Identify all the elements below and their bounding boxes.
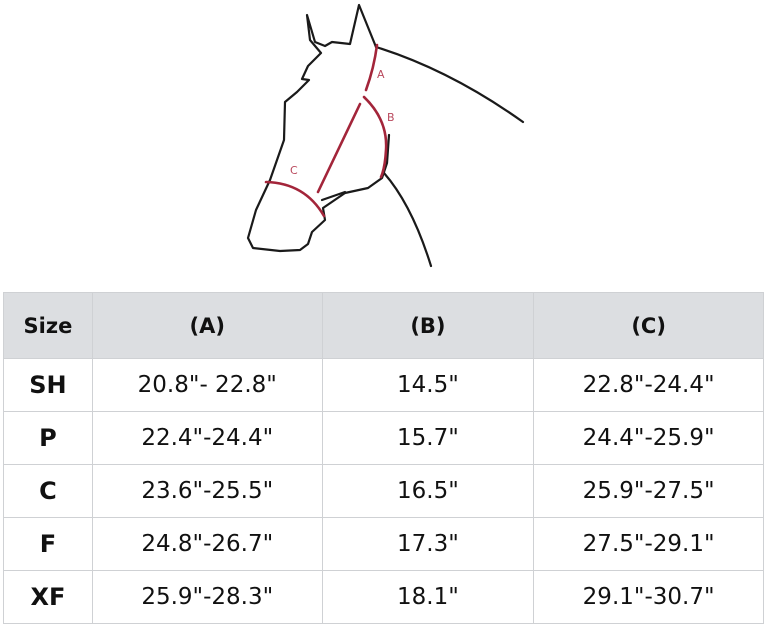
b-cell: 16.5": [321, 464, 535, 518]
header-c: (C): [533, 292, 764, 359]
size-cell: F: [3, 517, 93, 571]
size-cell: XF: [3, 570, 93, 624]
c-cell: 22.8"-24.4": [533, 358, 764, 412]
table-row: P 22.4"-24.4" 15.7" 24.4"-25.9": [3, 411, 764, 465]
size-cell: SH: [3, 358, 93, 412]
c-cell: 25.9"-27.5": [533, 464, 764, 518]
measurement-lines: [264, 43, 388, 218]
b-cell: 14.5": [321, 358, 535, 412]
measure-a-line: [364, 43, 379, 92]
header-b: (B): [321, 292, 535, 359]
size-cell: C: [3, 464, 93, 518]
a-cell: 20.8"- 22.8": [91, 358, 323, 412]
measure-c-line: [264, 180, 326, 218]
table-row: XF 25.9"-28.3" 18.1" 29.1"-30.7": [3, 570, 764, 624]
table-row: SH 20.8"- 22.8" 14.5" 22.8"-24.4": [3, 358, 764, 412]
label-a: A: [377, 68, 385, 81]
horse-outline: [246, 3, 525, 268]
b-cell: 17.3": [321, 517, 535, 571]
b-cell: 15.7": [321, 411, 535, 465]
c-cell: 29.1"-30.7": [533, 570, 764, 624]
table-row: F 24.8"-26.7" 17.3" 27.5"-29.1": [3, 517, 764, 571]
label-b: B: [387, 111, 395, 124]
a-cell: 22.4"-24.4": [91, 411, 323, 465]
head-outline: [246, 3, 391, 253]
a-cell: 25.9"-28.3": [91, 570, 323, 624]
header-row: Size (A) (B) (C): [3, 292, 764, 359]
mouth-line: [320, 190, 347, 202]
b-cell: 18.1": [321, 570, 535, 624]
size-chart-table: Size (A) (B) (C) SH 20.8"- 22.8" 14.5" 2…: [3, 292, 764, 624]
c-cell: 24.4"-25.9": [533, 411, 764, 465]
a-cell: 23.6"-25.5": [91, 464, 323, 518]
size-cell: P: [3, 411, 93, 465]
c-cell: 27.5"-29.1": [533, 517, 764, 571]
header-size: Size: [3, 292, 93, 359]
neck-crest-line: [374, 45, 525, 124]
table-row: C 23.6"-25.5" 16.5" 25.9"-27.5": [3, 464, 764, 518]
label-c: C: [290, 164, 298, 177]
a-cell: 24.8"-26.7": [91, 517, 323, 571]
measure-b-line: [362, 95, 388, 179]
horse-head-diagram: A B C: [246, 3, 525, 268]
throat-line: [382, 171, 433, 268]
header-a: (A): [91, 292, 323, 359]
cheek-strap-line: [316, 102, 362, 194]
